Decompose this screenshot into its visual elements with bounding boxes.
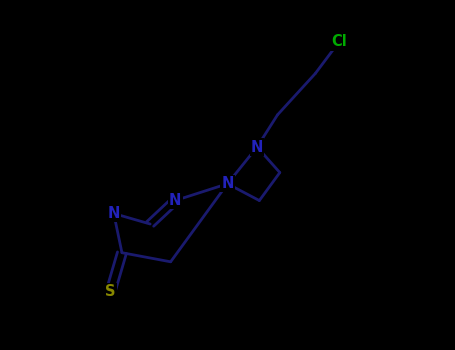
Text: N: N	[169, 193, 182, 208]
Text: N: N	[221, 176, 234, 191]
Text: N: N	[107, 206, 120, 221]
Text: S: S	[105, 284, 116, 299]
Text: Cl: Cl	[331, 35, 347, 49]
Text: N: N	[251, 140, 263, 154]
